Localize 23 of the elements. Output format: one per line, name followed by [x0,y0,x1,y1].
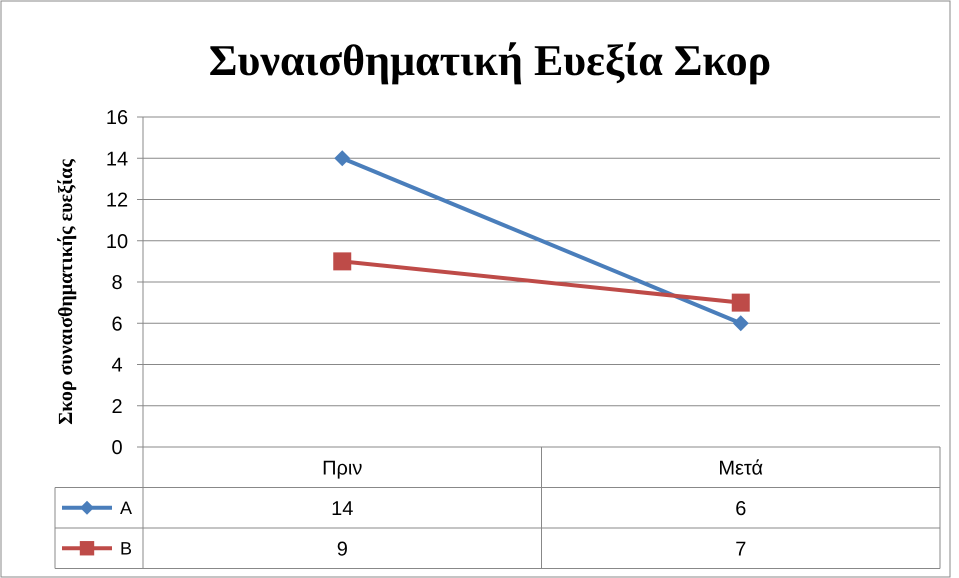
y-tick-label: 2 [111,396,123,418]
y-tick-label: 4 [111,354,123,376]
y-tick-label: 16 [106,107,128,129]
chart-title: Συναισθηματική Ευεξία Σκορ [208,36,772,85]
y-tick-label: 14 [106,148,128,170]
y-tick-label: 6 [111,313,123,336]
y-tick-label: 8 [111,272,123,294]
point [334,150,350,166]
legend-label: B [120,538,132,559]
data-label: 9 [336,538,348,560]
point [333,252,352,270]
y-tick-label: 10 [106,230,128,253]
point [732,315,749,332]
y-axis-title: Σκορ συναισθηματικής ευεξίας [55,158,77,425]
x-tick-label: Πριν [322,457,362,480]
legend-label: A [120,498,132,518]
y-tick-label: 0 [111,437,123,459]
x-tick-label: Μετά [718,457,764,480]
data-label: 7 [735,538,746,560]
data-label: 14 [331,498,354,520]
point [732,294,750,312]
y-tick-label: 12 [106,190,128,212]
data-label: 6 [735,498,746,520]
